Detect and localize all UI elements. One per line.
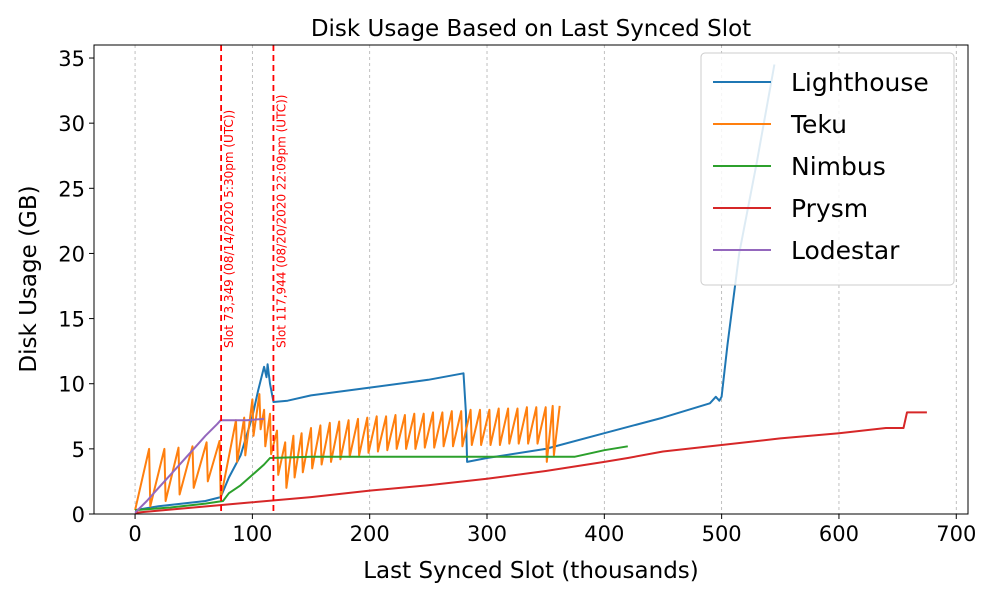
x-tick-label: 600 — [819, 522, 859, 546]
x-tick-label: 400 — [584, 522, 624, 546]
x-tick-label: 200 — [350, 522, 390, 546]
annotation-label: Slot 117,944 (08/20/2020 22:09pm (UTC)) — [274, 95, 288, 348]
x-tick-label: 500 — [702, 522, 742, 546]
y-tick-label: 5 — [72, 438, 85, 462]
annotation-layer: Slot 73,349 (08/14/2020 5:30pm (UTC)) Slo… — [220, 45, 288, 514]
x-tick-label: 300 — [467, 522, 507, 546]
legend-label: Nimbus — [791, 152, 886, 181]
series-layer — [134, 64, 927, 514]
series-line-lodestar — [134, 417, 265, 514]
chart-title: Disk Usage Based on Last Synced Slot — [311, 16, 751, 42]
y-tick-label: 15 — [58, 308, 85, 332]
y-tick-label: 30 — [58, 112, 85, 136]
series-line-teku — [134, 393, 561, 511]
series-line-prysm — [135, 411, 927, 514]
y-tick-label: 35 — [58, 47, 85, 71]
x-tick-label: 100 — [232, 522, 272, 546]
legend-label: Prysm — [791, 194, 868, 223]
x-tick-label: 700 — [936, 522, 976, 546]
y-tick-label: 0 — [72, 503, 85, 527]
legend-label: Lighthouse — [791, 68, 929, 97]
series-line-nimbus — [135, 445, 628, 512]
x-axis-label: Last Synced Slot (thousands) — [363, 558, 699, 584]
legend-label: Teku — [790, 110, 847, 139]
y-axis-label: Disk Usage (GB) — [16, 185, 42, 372]
legend-label: Lodestar — [791, 236, 900, 265]
y-tick-label: 25 — [58, 177, 85, 201]
annotation-label: Slot 73,349 (08/14/2020 5:30pm (UTC)) — [222, 110, 236, 348]
y-tick-label: 10 — [58, 373, 85, 397]
x-tick-label: 0 — [128, 522, 141, 546]
y-tick-label: 20 — [58, 242, 85, 266]
legend-box — [700, 52, 955, 286]
plot-frame — [93, 44, 969, 515]
tick-layer: 0 100 200 300 400 500 600 700 0 5 10 15 20 25 30 35 — [58, 47, 976, 546]
series-line-lighthouse — [134, 64, 776, 512]
legend: Lighthouse Teku Nimbus Prysm Lodestar — [700, 52, 955, 286]
